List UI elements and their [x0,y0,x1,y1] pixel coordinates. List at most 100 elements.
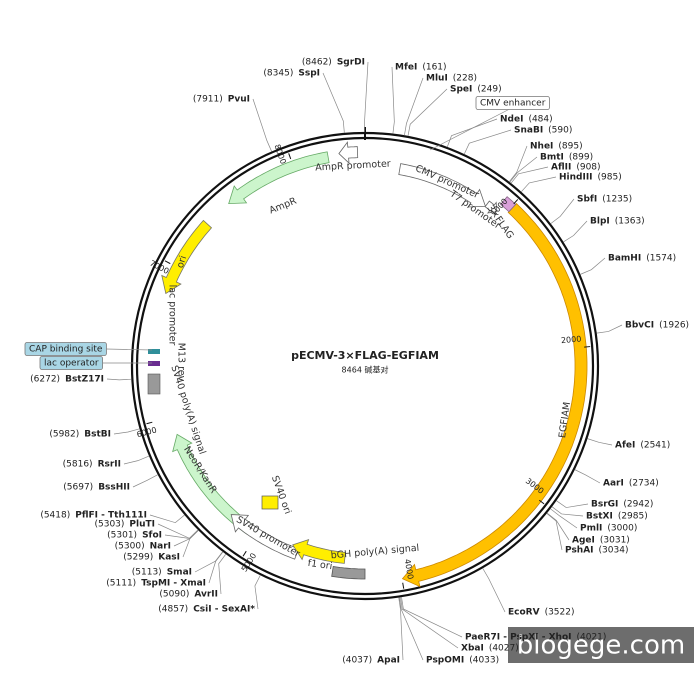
feature-label: lac promoter [167,285,178,346]
site-position: (4027) [489,644,519,654]
boxed-label: lac operator [44,359,99,369]
feature-arrow [172,433,254,535]
feature-label: CMV promoter [414,163,481,201]
site-name: CsiI - SexAI* [193,605,255,615]
site-leader [510,166,549,184]
site-position: (484) [528,115,552,125]
feature-label: SV40 ori [269,474,293,515]
site-position: (3034) [599,546,629,556]
site-position: (4857) [158,605,188,615]
site-name: PvuI [228,95,250,105]
watermark: blogege.com [517,631,685,661]
site-leader [106,378,132,381]
site-leader [113,428,140,435]
site-position: (2942) [623,500,653,510]
site-leader [399,597,424,661]
site-leader [208,551,224,584]
site-name: SnaBI [514,126,543,136]
feature-arrow [161,219,213,295]
site-name: PmlI [580,524,602,534]
site-position: (5111) [106,579,136,589]
feature-label: f1 ori [307,558,333,572]
site-position: (5816) [63,460,93,470]
feature-arrow [292,538,346,564]
boxed-label: CAP binding site [29,345,103,355]
site-name: BssHII [98,483,130,493]
site-position: (5113) [132,568,162,578]
site-position: (8462) [302,58,332,68]
site-position: (2541) [640,441,670,451]
boxed-label: CMV enhancer [480,99,546,109]
scale-tick [242,550,247,557]
site-position: (3031) [600,536,630,546]
site-leader [401,597,463,638]
site-name: SmaI [167,568,192,578]
feature-arrow [500,196,517,213]
feature-label: AmpR promoter [315,159,391,174]
site-name: BbvCI [625,321,654,331]
site-leader [550,508,578,529]
site-leader [254,575,261,610]
scale-tick [146,421,153,425]
feature-arrow [401,203,588,588]
site-name: AvrII [194,590,218,600]
site-leader [546,513,563,551]
site-name: MluI [426,74,448,84]
feature-arrow [230,514,300,560]
site-name: KasI [158,553,180,563]
site-name: ApaI [377,656,400,666]
feature-arrow [331,566,366,580]
map-subtitle: 8464 碱基对 [342,365,389,375]
site-leader [546,512,570,541]
site-position: (5697) [63,483,93,493]
site-name: NdeI [500,115,523,125]
site-position: (228) [453,74,477,84]
site-position: (590) [548,126,572,136]
site-name: NheI [530,142,553,152]
site-name: BstBI [84,430,111,440]
site-leader [509,156,538,183]
feature-label: AmpR [268,195,299,216]
scale-label: 5000 [240,551,259,573]
site-name: SgrDI [337,58,365,68]
site-position: (985) [598,173,622,183]
site-name: PaeR7I - PspXI - XhoI [465,633,571,643]
site-name: BmtI [540,153,564,163]
site-position: (1235) [602,195,632,205]
site-position: (1926) [659,321,689,331]
site-leader [482,568,506,613]
scale-label: 2000 [561,334,582,345]
scale-label: 6000 [136,425,158,439]
site-leader [520,176,557,193]
site-position: (249) [477,85,501,95]
site-leader [463,129,512,155]
site-leader [407,88,448,137]
site-name: BsrGI [591,500,618,510]
site-name: SfoI [142,531,162,541]
site-leader [400,597,459,649]
scale-tick [513,199,519,205]
lac-operator-mark [148,361,160,366]
site-name: PshAI [565,546,594,556]
scale-tick [539,499,545,505]
site-position: (4021) [576,633,606,643]
site-position: (4037) [342,656,372,666]
site-name: NarI [150,542,171,552]
site-leader [509,145,528,182]
site-name: BamHI [608,254,641,264]
site-position: (1574) [646,254,676,264]
site-leader [182,530,199,558]
site-position: (5301) [107,531,137,541]
label-box [475,96,550,110]
scale-tick [402,582,405,589]
site-name: HindIII [559,173,593,183]
label-leader [429,109,509,151]
site-position: (3000) [607,524,637,534]
site-leader [218,553,227,595]
feature-label: SV40 promoter [234,514,302,559]
site-leader [596,324,623,334]
site-position: (1363) [615,217,645,227]
site-leader [551,506,584,517]
feature-label: ori [175,254,189,269]
